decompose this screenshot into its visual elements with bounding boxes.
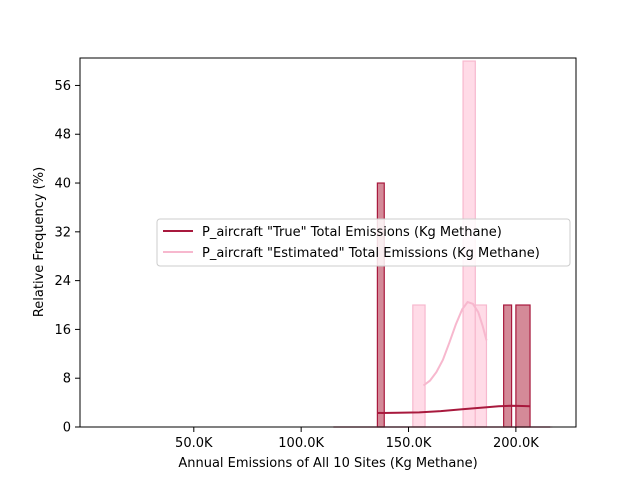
y-tick-label-7: 56 [54,79,71,94]
kde-line-estimated [422,300,488,387]
x-tick-label-1: 100.0K [278,436,324,451]
y-axis-label: Relative Frequency (%) [32,167,47,317]
y-tick-label-6: 48 [54,128,71,143]
y-tick-label-0: 0 [63,421,71,436]
y-axis-ticks: 0 8 16 24 32 40 48 56 [54,79,80,436]
y-tick-label-5: 40 [54,177,71,192]
x-tick-label-3: 200.0K [493,436,539,451]
legend-label-true: P_aircraft "True" Total Emissions (Kg Me… [202,225,502,240]
legend-label-estimated: P_aircraft "Estimated" Total Emissions (… [202,246,540,261]
kde-line-true [377,404,531,414]
bar-estimated-0 [412,304,426,428]
bar-true-2 [515,304,531,428]
y-tick-label-1: 8 [63,372,71,387]
x-axis-ticks: 50.0K 100.0K 150.0K 200.0K [175,427,539,451]
plot-frame [79,57,577,428]
y-tick-label-4: 32 [54,225,71,240]
legend-box [156,218,571,267]
y-tick-label-2: 16 [54,323,71,338]
x-tick-label-0: 50.0K [175,436,213,451]
x-tick-label-2: 150.0K [386,436,432,451]
legend: P_aircraft "True" Total Emissions (Kg Me… [156,218,571,267]
bar-true-1 [503,304,513,428]
x-axis-label: Annual Emissions of All 10 Sites (Kg Met… [178,456,477,471]
y-tick-label-3: 24 [54,274,71,289]
